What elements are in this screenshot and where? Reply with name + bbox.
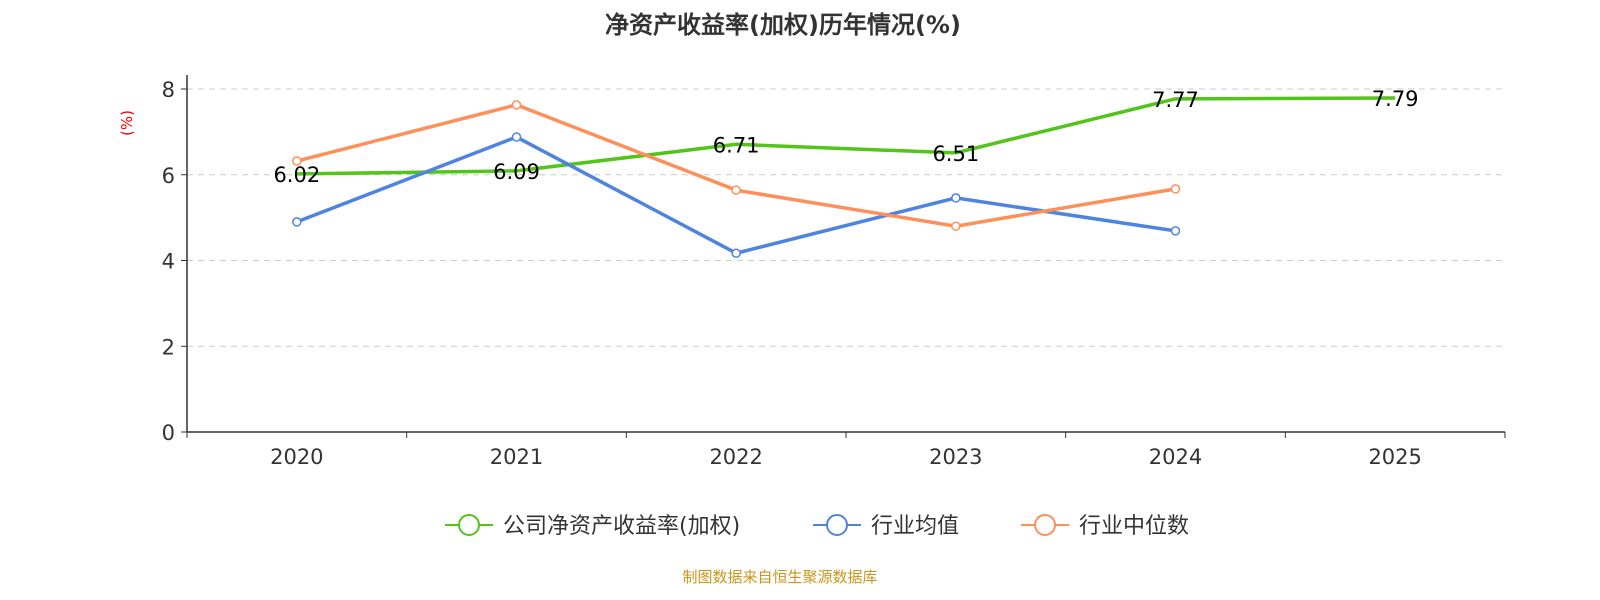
x-tick-label: 2020 [270, 445, 323, 469]
chart-title: 净资产收益率(加权)历年情况(%) [605, 11, 961, 39]
x-tick-label: 2025 [1368, 445, 1421, 469]
x-tick-label: 2021 [490, 445, 543, 469]
data-point [292, 156, 302, 166]
data-point [731, 248, 741, 258]
data-point [1170, 226, 1181, 236]
y-tick-label: 2 [162, 335, 175, 359]
legend-marker-icon [826, 514, 848, 536]
x-tick-label: 2023 [929, 445, 982, 469]
data-source-note: 制图数据来自恒生聚源数据库 [682, 568, 878, 586]
legend-label: 公司净资产收益率(加权) [503, 514, 740, 539]
x-tick-label: 2024 [1149, 445, 1202, 469]
data-point [951, 221, 961, 231]
data-point [292, 217, 302, 227]
legend-label: 行业均值 [871, 514, 959, 539]
data-label: 7.77 [1152, 88, 1199, 112]
y-tick-label: 8 [162, 78, 175, 102]
y-tick-label: 6 [162, 164, 175, 188]
data-label: 6.09 [493, 160, 540, 184]
series-line-2 [296, 103, 1176, 228]
y-tick-label: 0 [162, 421, 175, 445]
data-point [511, 100, 522, 110]
legend-label: 行业中位数 [1079, 514, 1189, 539]
data-label: 6.51 [932, 142, 979, 166]
data-point [511, 132, 522, 142]
data-label: 6.71 [713, 133, 760, 157]
data-label: 7.79 [1372, 87, 1419, 111]
series-line-0 [296, 96, 1396, 176]
y-axis-label: (%) [118, 110, 136, 136]
data-point [951, 193, 961, 203]
legend-marker-icon [1034, 514, 1056, 536]
y-tick-label: 4 [162, 250, 175, 274]
data-label: 6.02 [273, 163, 320, 187]
legend-marker-icon [458, 514, 480, 536]
data-point [731, 185, 741, 195]
x-tick-label: 2022 [709, 445, 762, 469]
data-point [1170, 184, 1181, 194]
